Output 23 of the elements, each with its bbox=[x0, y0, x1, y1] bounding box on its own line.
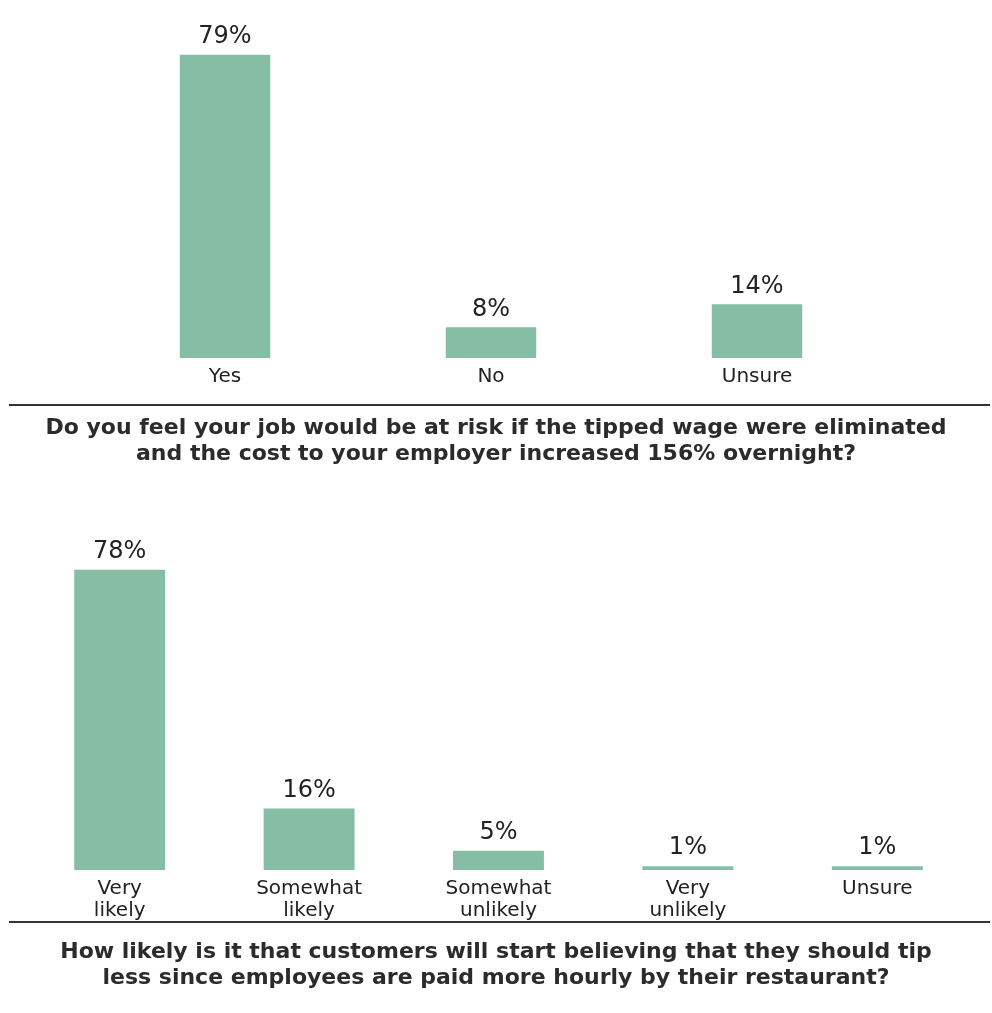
x-tick-label: Unsure bbox=[721, 363, 793, 388]
bar bbox=[642, 866, 734, 870]
text: Do you feel your job would be at risk if the tipped wage were eliminated and the cost to your employer increased 156% overnight? bbox=[44, 414, 948, 466]
bar bbox=[74, 569, 166, 870]
x-tick-label: Unsure bbox=[842, 875, 913, 900]
data-label: 79% bbox=[198, 21, 252, 50]
data-label: 8% bbox=[471, 293, 511, 322]
x-tick-label: Very unlikely bbox=[649, 875, 727, 922]
data-label: 1% bbox=[858, 832, 897, 861]
x-tick-label: No bbox=[477, 363, 505, 388]
x-tick-label: Somewhat likely bbox=[256, 875, 363, 922]
x-tick-label: Yes bbox=[207, 363, 242, 388]
bar bbox=[831, 866, 923, 870]
data-label: 1% bbox=[668, 832, 707, 861]
data-label: 14% bbox=[730, 270, 784, 299]
bar bbox=[453, 850, 544, 870]
x-tick-label: Very likely bbox=[93, 875, 146, 922]
data-label: 78% bbox=[93, 535, 147, 564]
data-label: 16% bbox=[282, 774, 336, 803]
data-label: 5% bbox=[479, 816, 518, 845]
text: How likely is it that customers will start believing that they should tip less since employees are paid more hourly by their restaurant? bbox=[59, 938, 933, 990]
bar bbox=[263, 808, 355, 870]
x-tick-label: Somewhat unlikely bbox=[445, 875, 552, 922]
